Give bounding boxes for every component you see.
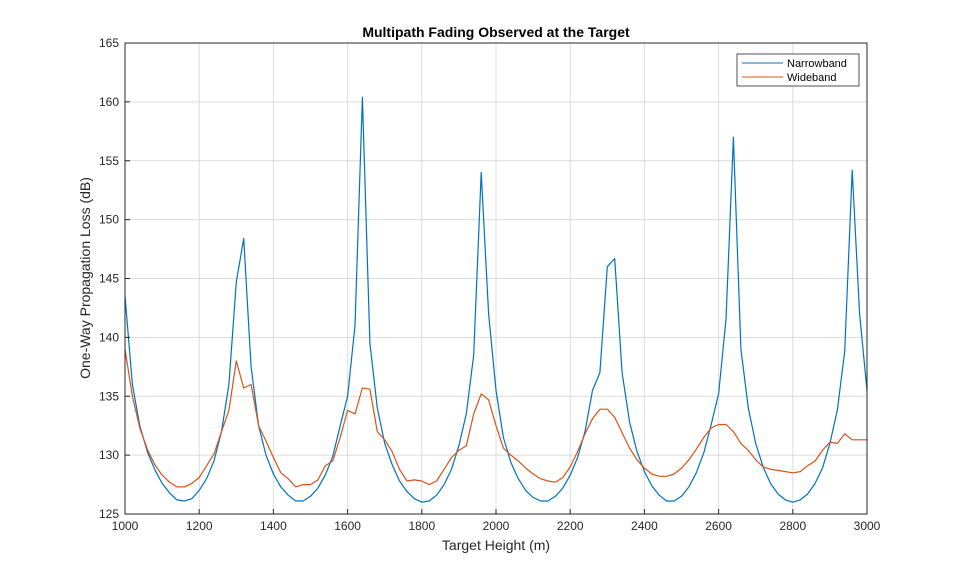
x-tick-label: 1400	[260, 519, 287, 533]
x-tick-label: 1000	[112, 519, 139, 533]
series-line-wideband	[124, 349, 867, 488]
x-tick-label: 2600	[705, 519, 732, 533]
x-tick-label: 1600	[334, 519, 361, 533]
y-tick-label: 140	[99, 330, 119, 344]
legend-label-wideband: Wideband	[787, 72, 837, 84]
y-axis-label: One-Way Propagation Loss (dB)	[77, 177, 93, 379]
chart-title: Multipath Fading Observed at the Target	[362, 24, 630, 40]
x-tick-label: 2800	[779, 519, 806, 533]
x-tick-label: 2200	[557, 519, 584, 533]
x-tick-label: 3000	[854, 519, 881, 533]
x-tick-label: 1800	[408, 519, 435, 533]
legend-label-narrowband: Narrowband	[787, 58, 847, 70]
series-line-narrowband	[124, 96, 868, 503]
y-tick-label: 135	[99, 389, 119, 403]
x-tick-label: 2000	[483, 519, 510, 533]
x-tick-label: 1200	[186, 519, 213, 533]
x-axis-label: Target Height (m)	[442, 537, 550, 553]
legend-box	[736, 53, 860, 87]
series-lines	[124, 96, 868, 503]
y-tick-label: 160	[99, 95, 119, 109]
y-tick-label: 125	[99, 507, 119, 521]
y-tick-label: 150	[99, 213, 119, 227]
y-tick-label: 165	[99, 36, 119, 50]
legend: Narrowband Wideband	[736, 53, 860, 87]
x-tick-label: 2400	[631, 519, 658, 533]
y-tick-label: 145	[99, 272, 119, 286]
ticks: 1000 1200 1400 1600 1800 2000 2200 2400 2600 2800…	[99, 36, 881, 533]
y-tick-label: 130	[99, 448, 119, 462]
y-tick-label: 155	[99, 154, 119, 168]
